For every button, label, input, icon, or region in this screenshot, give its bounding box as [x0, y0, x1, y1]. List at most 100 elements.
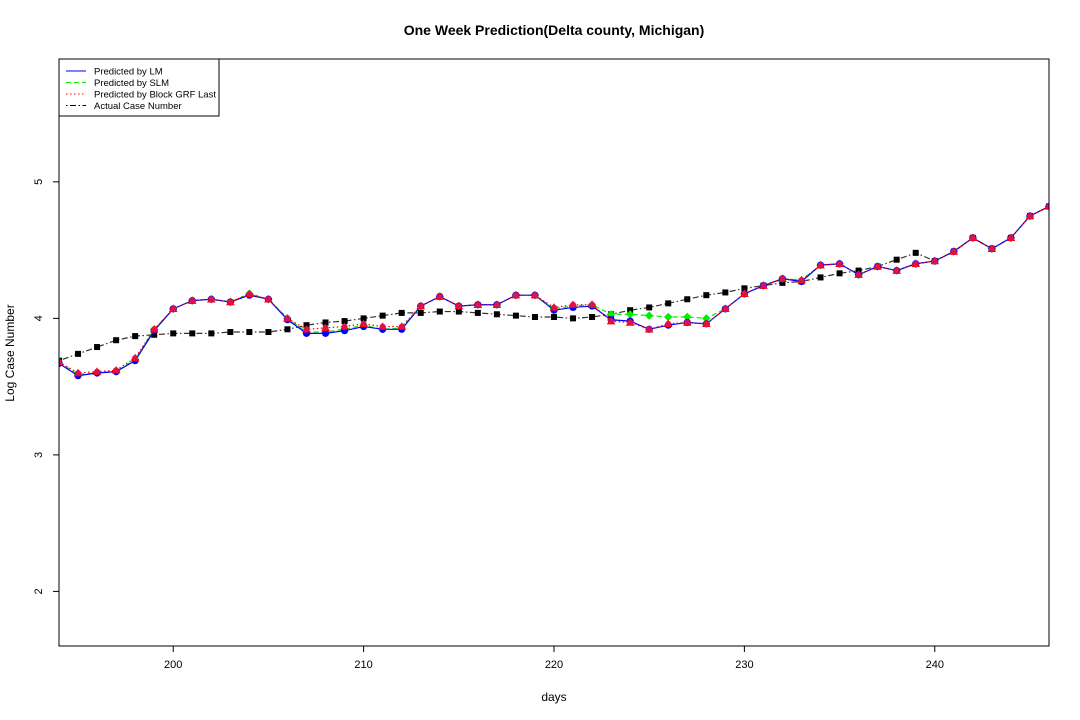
series-1 — [59, 202, 1049, 379]
point-s3-210 — [360, 315, 367, 322]
point-s3-197 — [113, 337, 120, 344]
point-s3-227 — [684, 296, 691, 303]
point-overlay-221 — [570, 301, 577, 308]
point-overlay-197 — [113, 367, 120, 374]
point-s1-227 — [683, 312, 692, 322]
point-s3-219 — [531, 314, 538, 321]
point-s3-238 — [893, 256, 900, 263]
series-line-3 — [59, 205, 1049, 362]
point-s3-202 — [208, 330, 215, 337]
point-s3-201 — [189, 330, 196, 337]
point-overlay-194 — [59, 359, 62, 366]
point-s3-211 — [379, 312, 386, 319]
point-overlay-207 — [303, 326, 310, 333]
point-s3-226 — [665, 300, 672, 307]
point-overlay-240 — [931, 258, 938, 265]
series-layer — [59, 202, 1049, 380]
series-line-1 — [59, 205, 1049, 375]
point-overlay-246 — [1046, 203, 1049, 210]
point-s3-213 — [417, 309, 424, 316]
point-s3-225 — [646, 304, 653, 311]
point-overlay-228 — [703, 320, 710, 327]
point-overlay-219 — [531, 292, 538, 299]
point-s3-218 — [512, 312, 519, 319]
point-overlay-202 — [208, 296, 215, 303]
chart-title: One Week Prediction(Delta county, Michig… — [404, 22, 705, 38]
point-s3-217 — [493, 311, 500, 318]
point-overlay-200 — [170, 305, 177, 312]
legend-box — [58, 58, 220, 117]
point-s3-199 — [151, 331, 158, 338]
point-s3-205 — [265, 329, 272, 336]
point-s3-229 — [722, 289, 729, 296]
point-overlay-199 — [151, 326, 158, 333]
point-overlay-227 — [684, 319, 691, 326]
point-overlay-223 — [608, 318, 615, 325]
point-s3-212 — [398, 309, 405, 316]
point-s3-200 — [170, 330, 177, 337]
legend-label-3: Actual Case Number — [94, 101, 182, 112]
y-axis-label: Log Case Number — [3, 304, 17, 401]
point-s3-216 — [474, 309, 481, 316]
point-s1-226 — [664, 312, 673, 322]
point-overlay-234 — [817, 262, 824, 269]
point-overlay-236 — [855, 271, 862, 278]
point-overlay-216 — [474, 301, 481, 308]
point-overlay-195 — [75, 369, 82, 376]
point-overlay-222 — [589, 301, 596, 308]
point-overlay-205 — [265, 296, 272, 303]
series-group — [59, 202, 1049, 380]
x-tick-label-230: 230 — [735, 659, 753, 671]
legend-label-1: Predicted by SLM — [94, 78, 169, 89]
point-overlay-237 — [874, 263, 881, 270]
x-tick-label-220: 220 — [545, 659, 563, 671]
point-s1-228 — [702, 314, 711, 323]
point-overlay-225 — [646, 326, 653, 333]
point-overlay-238 — [893, 267, 900, 274]
point-s1-223 — [606, 310, 616, 319]
point-overlay-204 — [246, 290, 253, 297]
y-tick-label-4: 4 — [33, 315, 45, 321]
point-s1-224 — [625, 310, 635, 319]
point-s3-230 — [741, 285, 748, 292]
point-overlay-206 — [284, 315, 291, 322]
point-overlay-210 — [360, 320, 367, 327]
point-overlay-220 — [551, 304, 557, 311]
point-s3-221 — [570, 315, 577, 322]
series-0 — [59, 202, 1049, 380]
x-tick-label-240: 240 — [926, 659, 944, 671]
point-overlay-218 — [512, 292, 519, 299]
point-overlay-235 — [836, 260, 843, 267]
point-overlay-245 — [1026, 212, 1033, 219]
point-s1-225 — [644, 311, 654, 320]
point-s3-206 — [284, 326, 291, 333]
point-overlay-242 — [969, 234, 976, 241]
point-overlay-231 — [760, 282, 767, 289]
point-overlay-208 — [322, 324, 329, 331]
x-tick-label-210: 210 — [354, 659, 372, 671]
point-overlay-243 — [988, 245, 995, 252]
point-s3-214 — [436, 308, 443, 315]
point-s3-198 — [132, 333, 139, 340]
point-s3-215 — [455, 308, 462, 315]
point-s3-235 — [836, 270, 843, 277]
point-overlay-215 — [455, 303, 462, 310]
point-s3-208 — [322, 319, 329, 326]
point-overlay-244 — [1007, 234, 1014, 241]
point-overlay-239 — [912, 260, 919, 267]
point-overlay-229 — [722, 305, 729, 312]
point-overlay-211 — [379, 323, 386, 330]
point-overlay-209 — [341, 323, 348, 330]
series-3 — [59, 203, 1049, 364]
legend-label-0: Predicted by LM — [94, 67, 163, 78]
point-overlay-214 — [436, 293, 443, 300]
legend-label-2: Predicted by Block GRF Last — [94, 90, 216, 101]
point-overlay-226 — [665, 320, 672, 327]
y-tick-label-2: 2 — [33, 588, 45, 594]
point-overlay-212 — [398, 323, 405, 330]
series-line-2 — [59, 205, 1049, 374]
x-tick-label-200: 200 — [164, 659, 182, 671]
point-s0-208 — [321, 329, 330, 337]
